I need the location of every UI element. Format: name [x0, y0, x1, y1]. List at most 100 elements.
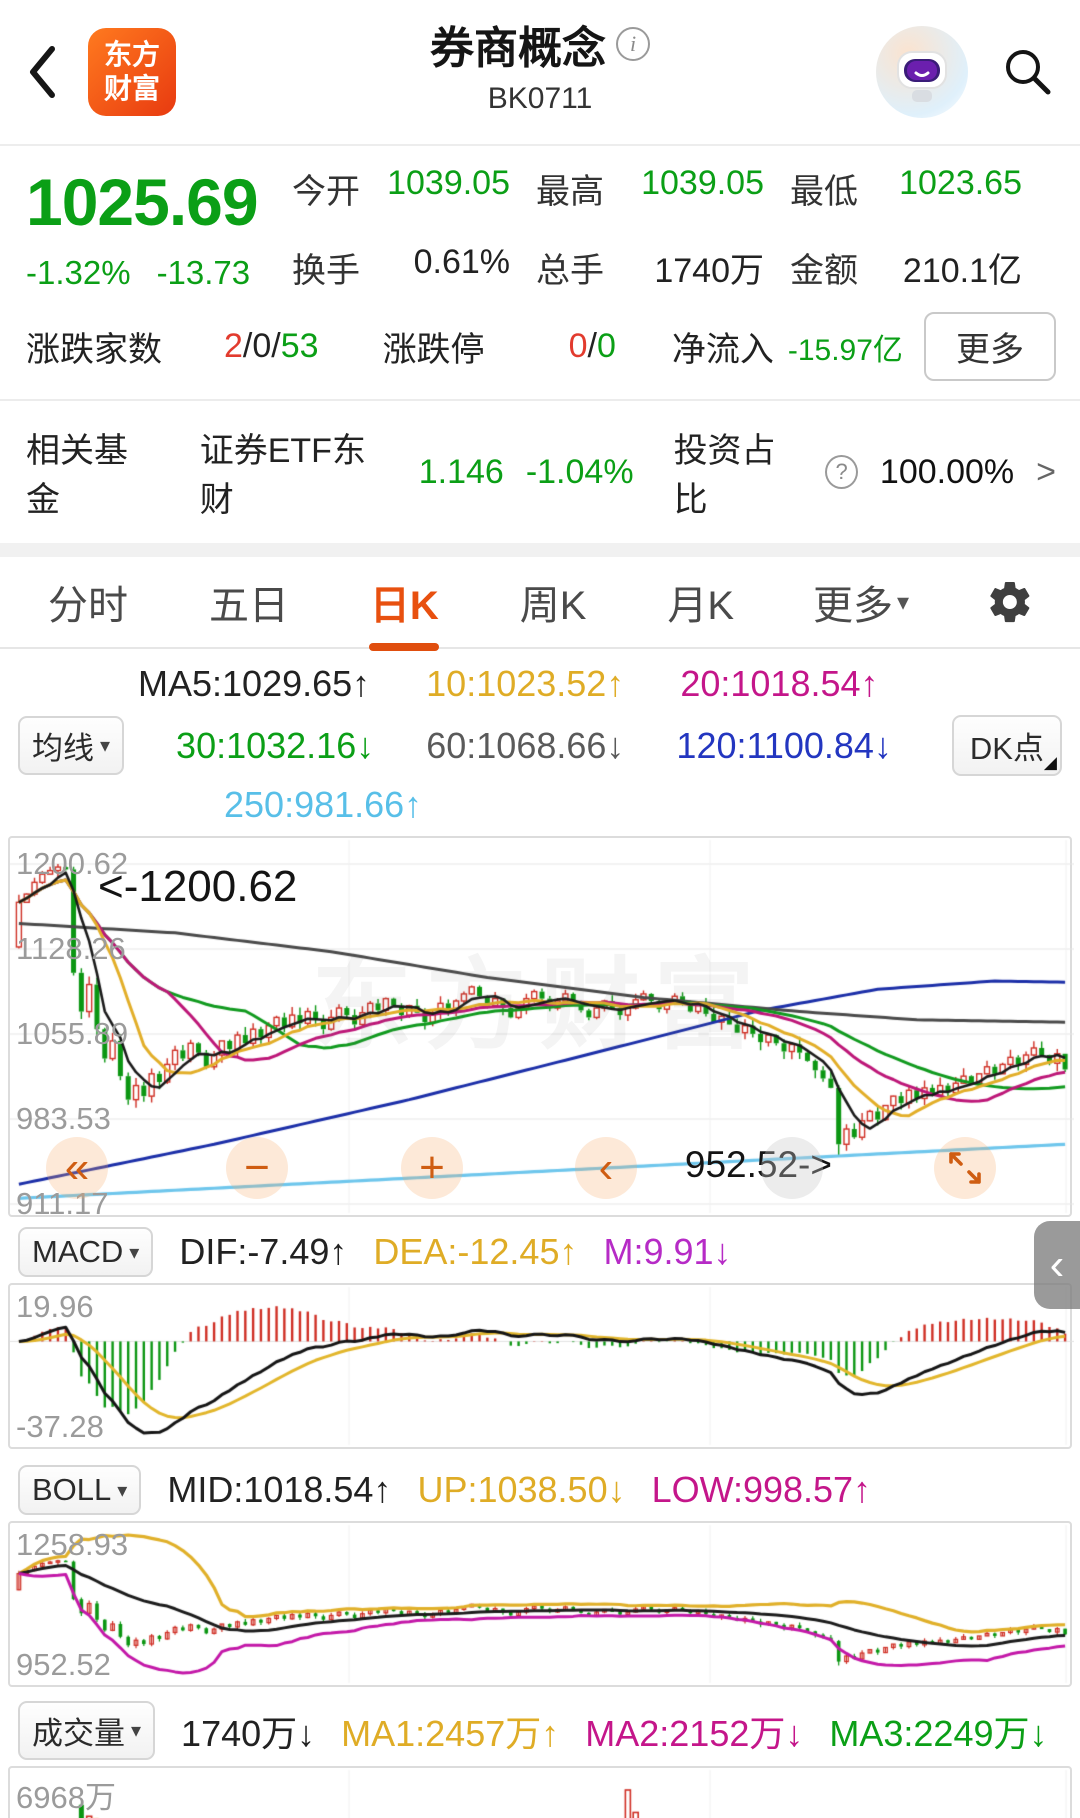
- fund-row-label: 相关基金: [26, 432, 128, 519]
- pan-right-button[interactable]: [761, 1137, 823, 1199]
- assistant-robot-button[interactable]: [876, 26, 968, 118]
- high-price-annotation: <-1200.62: [98, 862, 298, 911]
- change-percent: -1.32%: [26, 254, 131, 291]
- open-label: 今开: [292, 173, 360, 211]
- more-button-label: 更多: [956, 331, 1024, 369]
- related-fund-row[interactable]: 相关基金 证券ETF东财 1.146 -1.04% 投资占比 ? 100.00%…: [0, 401, 1080, 543]
- chevron-down-icon: ▾: [131, 1720, 142, 1742]
- tab-daily-k[interactable]: 日K: [368, 565, 441, 639]
- volume-ma2-value: MA2:2152万↓: [585, 1712, 804, 1754]
- quote-panel: 1025.69 -1.32% -13.73 今开 1039.05 最高 1039.0…: [0, 146, 1080, 306]
- volume-ma1-value: MA1:2457万↑: [341, 1712, 560, 1754]
- total-volume-value: 1740万: [654, 252, 764, 290]
- tab-minute[interactable]: 分时: [48, 584, 128, 628]
- net-inflow-label: 净流入: [671, 331, 774, 369]
- boll-dropdown-button[interactable]: BOLL ▾: [18, 1465, 142, 1515]
- tab-monthly-k[interactable]: 月K: [667, 584, 735, 628]
- chevron-down-icon: ▾: [896, 588, 909, 616]
- macd-dropdown-button[interactable]: MACD ▾: [18, 1227, 154, 1277]
- macd-m-value: M:9.91↓: [603, 1231, 732, 1272]
- back-button[interactable]: [26, 42, 66, 102]
- y-axis-label: 1200.62: [16, 846, 129, 881]
- macd-chart[interactable]: [10, 1285, 1074, 1447]
- ma-legend-row-1: MA5:1029.65↑ 10:1023.52↑ 20:1018.54↑: [138, 663, 1080, 705]
- y-axis-label: 983.53: [16, 1101, 111, 1136]
- info-icon[interactable]: i: [616, 27, 650, 61]
- volume-ma3-value: MA3:2249万↓: [829, 1712, 1048, 1754]
- last-price: 1025.69: [26, 165, 259, 239]
- fund-name: 证券ETF东财: [199, 432, 366, 519]
- pan-left-button[interactable]: ‹: [575, 1137, 637, 1199]
- limit-label: 涨跌停: [382, 331, 485, 369]
- chevron-right-icon[interactable]: >: [1036, 452, 1057, 491]
- volume-dropdown-button[interactable]: 成交量 ▾: [18, 1701, 156, 1760]
- step-backward-button[interactable]: «: [46, 1137, 108, 1199]
- turnover-label: 换手: [292, 252, 360, 290]
- double-chevron-left-icon: «: [64, 1143, 90, 1192]
- decliners-count: 53: [280, 327, 319, 365]
- search-icon[interactable]: [1002, 46, 1054, 98]
- collapse-panel-handle[interactable]: ‹: [1034, 1221, 1080, 1309]
- page-title: 券商概念: [430, 24, 606, 73]
- tab-weekly-k[interactable]: 周K: [519, 584, 587, 628]
- macd-y-max-label: 19.96: [16, 1289, 94, 1324]
- robot-icon: [897, 51, 947, 102]
- period-tab-bar: 分时 五日 日K 周K 月K 更多 ▾: [0, 557, 1080, 649]
- boll-legend-row: BOLL ▾ MID:1018.54↑ UP:1038.50↓ LOW:998.…: [18, 1465, 1062, 1515]
- volume-current-value: 1740万↓: [181, 1712, 316, 1754]
- breadth-row: 涨跌家数 2 /0/ 53 涨跌停 0 / 0 净流入 -15.97亿 更多: [0, 306, 1080, 399]
- zoom-in-button[interactable]: +: [401, 1137, 463, 1199]
- tab-more[interactable]: 更多 ▾: [813, 573, 909, 631]
- chevron-down-icon: ▾: [100, 735, 111, 757]
- help-icon[interactable]: ?: [825, 455, 858, 489]
- low-price-annotation: 952.52->: [684, 1144, 832, 1185]
- tab-five-day[interactable]: 五日: [208, 584, 289, 628]
- high-value: 1039.05: [641, 164, 764, 202]
- boll-mid-value: MID:1018.54↑: [167, 1469, 392, 1510]
- fund-change-percent: -1.04%: [525, 452, 634, 491]
- limit-up-count: 0: [568, 327, 588, 365]
- gear-icon[interactable]: [986, 578, 1034, 626]
- change-amount: -13.73: [156, 254, 251, 291]
- low-label: 最低: [790, 173, 858, 211]
- boll-y-max-label: 1258.93: [16, 1527, 129, 1562]
- open-value: 1039.05: [387, 164, 510, 202]
- boll-chart-box: 1258.93 952.52: [8, 1521, 1074, 1687]
- y-axis-label: 1055.89: [16, 1016, 129, 1051]
- more-button[interactable]: 更多: [924, 312, 1056, 381]
- logo-text: 东方: [103, 39, 160, 70]
- ma250-value: 250:981.66↑: [224, 784, 423, 825]
- header: 东方 财富 券商概念 i BK0711: [0, 0, 1080, 146]
- ratio-value: 100.00%: [879, 452, 1015, 491]
- ma-dropdown-label: 均线: [32, 731, 94, 766]
- amount-value: 210.1亿: [902, 252, 1022, 290]
- turnover-value: 0.61%: [413, 243, 510, 281]
- fund-nav: 1.146: [418, 452, 504, 491]
- candlestick-chart[interactable]: [10, 838, 1074, 1215]
- plus-icon: +: [419, 1143, 445, 1192]
- fullscreen-button[interactable]: [934, 1137, 996, 1199]
- volume-chart-box: 6968万: [8, 1766, 1074, 1818]
- dk-point-button[interactable]: DK点 ◢: [951, 715, 1062, 776]
- limit-sep: /: [587, 327, 597, 365]
- high-label: 最高: [536, 173, 604, 211]
- macd-chart-box: 19.96 -37.28: [8, 1283, 1074, 1449]
- boll-chart[interactable]: [10, 1523, 1074, 1685]
- boll-low-value: LOW:998.57↑: [651, 1469, 872, 1510]
- ma30-value: 30:1032.16↓: [176, 724, 375, 766]
- total-volume-label: 总手: [536, 252, 604, 290]
- ma-legend-row-2: 均线 ▾ 30:1032.16↓ 60:1068.66↓ 120:1100.84…: [18, 715, 1062, 776]
- logo-text: 财富: [103, 73, 160, 104]
- volume-chart[interactable]: [10, 1768, 1074, 1818]
- chevron-down-icon: ▾: [129, 1241, 140, 1264]
- dk-point-label: DK点: [969, 731, 1044, 766]
- minus-icon: −: [244, 1143, 270, 1192]
- ma-dropdown-button[interactable]: 均线 ▾: [18, 716, 125, 775]
- zoom-out-button[interactable]: −: [226, 1137, 288, 1199]
- section-divider: [0, 543, 1080, 557]
- low-value: 1023.65: [899, 164, 1022, 202]
- chevron-down-icon: ▾: [117, 1479, 128, 1502]
- boll-dropdown-label: BOLL: [32, 1472, 112, 1507]
- tab-more-label: 更多: [812, 584, 893, 628]
- ma-legend-row-3: 250:981.66↑: [224, 784, 1080, 826]
